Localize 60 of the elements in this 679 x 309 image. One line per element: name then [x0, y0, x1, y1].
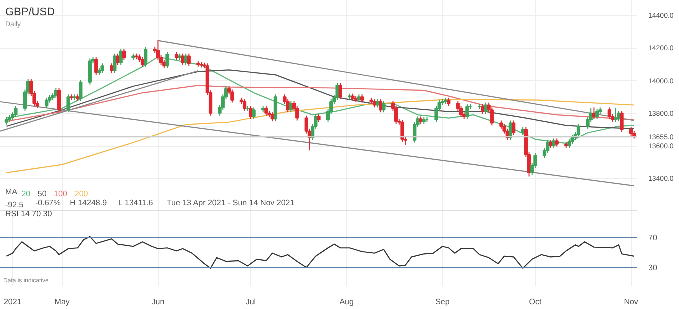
line-series: [6, 85, 635, 122]
candlestick: [94, 56, 98, 76]
candlestick: [242, 99, 247, 112]
text: 100: [54, 190, 68, 198]
candlestick: [113, 53, 117, 74]
annotation: Tue 13 Apr 2021 - Sun 14 Nov 2021: [166, 198, 296, 208]
text: 50: [38, 190, 48, 198]
candlestick: [382, 100, 386, 114]
y-tick-label: 70: [648, 234, 658, 243]
x-tick-label: Oct: [529, 298, 542, 306]
x-tick-label: Jun: [152, 298, 165, 306]
x-tick-label: 2021: [4, 298, 22, 306]
candlestick: [552, 138, 556, 149]
x-tick-label: Aug: [340, 298, 354, 306]
candlestick: [88, 58, 92, 86]
candlestick: [400, 119, 404, 142]
candlestick: [576, 124, 581, 138]
x-tick-label: Nov: [624, 298, 638, 306]
candlestick: [620, 110, 624, 133]
candlestick: [608, 107, 612, 120]
candlestick: [144, 46, 148, 68]
x-tick-label: May: [54, 298, 70, 306]
candlestick: [100, 63, 104, 74]
text: 20: [22, 190, 32, 198]
line-series: [6, 236, 635, 269]
candlestick: [490, 107, 494, 126]
annotation: H 14248.9: [70, 198, 108, 208]
candlestick: [595, 108, 600, 120]
annotation: L 13411.6: [118, 198, 154, 208]
candlestick: [119, 48, 123, 66]
legend-title: MA: [6, 188, 18, 196]
chart-title: RSI 14 70 30: [6, 210, 53, 218]
text: GBP/USD: [6, 6, 56, 18]
y-tick-label: 30: [648, 264, 658, 273]
annotation: -0.67%: [36, 198, 61, 208]
candlestick: [66, 94, 70, 114]
candlestick: [116, 53, 120, 66]
candlestick: [122, 48, 126, 61]
candlestick: [230, 89, 234, 104]
x-tick-label: Jul: [246, 298, 256, 306]
candlestick: [45, 97, 49, 110]
candlestick: [184, 53, 188, 66]
candlestick: [252, 107, 256, 120]
text: 200: [74, 190, 89, 198]
candlestick: [166, 52, 170, 70]
candlestick: [338, 82, 342, 100]
candlestick: [14, 106, 18, 118]
x-tick-label: Sep: [436, 298, 450, 306]
candlestick: [274, 94, 278, 122]
annotation: -92.5: [6, 200, 24, 210]
candlestick: [187, 53, 191, 67]
candlestick: [79, 79, 83, 102]
line-series: [6, 98, 635, 174]
candlestick: [484, 102, 488, 115]
candlestick: [466, 104, 470, 120]
candlestick: [336, 82, 340, 101]
candlestick: [614, 108, 618, 123]
candlestick: [512, 120, 516, 136]
candlestick: [57, 88, 62, 114]
candlestick: [264, 106, 268, 116]
